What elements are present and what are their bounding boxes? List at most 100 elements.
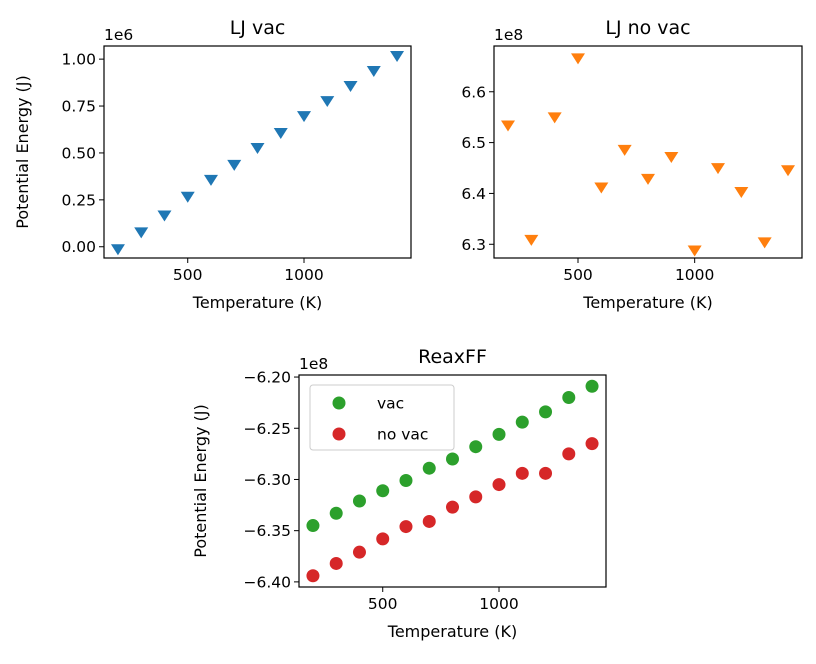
y-tick-label: 1.00 bbox=[61, 51, 96, 69]
x-tick-label: 1000 bbox=[675, 266, 714, 284]
y-axis-label: Potential Energy (J) bbox=[13, 75, 32, 228]
data-point bbox=[562, 447, 576, 461]
x-tick-label: 1000 bbox=[479, 595, 518, 613]
y-tick-label: −6.20 bbox=[244, 369, 292, 387]
data-point bbox=[329, 556, 343, 570]
data-point bbox=[687, 245, 702, 257]
y-tick-label: 6.3 bbox=[461, 236, 486, 254]
data-point bbox=[781, 165, 795, 177]
axis-offset-label: 1e8 bbox=[299, 355, 328, 373]
data-point bbox=[134, 227, 149, 239]
data-point bbox=[306, 569, 320, 583]
data-point bbox=[547, 112, 562, 124]
data-point bbox=[399, 473, 413, 487]
data-point bbox=[585, 437, 599, 451]
x-tick-label: 500 bbox=[563, 266, 593, 284]
legend-marker bbox=[332, 427, 346, 441]
axis-offset-label: 1e6 bbox=[104, 26, 133, 44]
plot-frame bbox=[493, 45, 803, 259]
chart-title: LJ no vac bbox=[605, 17, 690, 39]
data-point bbox=[617, 144, 632, 156]
x-axis-label: Temperature (K) bbox=[582, 293, 712, 312]
data-point bbox=[585, 379, 599, 393]
data-point bbox=[157, 210, 172, 222]
data-series-1 bbox=[110, 51, 405, 256]
data-point bbox=[641, 173, 655, 185]
data-point bbox=[180, 191, 195, 203]
data-point bbox=[469, 440, 483, 454]
data-point bbox=[343, 81, 358, 93]
y-tick-label: −6.40 bbox=[244, 573, 292, 591]
data-point bbox=[399, 520, 413, 534]
plot-frame bbox=[103, 45, 412, 259]
data-series-2 bbox=[306, 437, 599, 583]
y-tick-label: 0.00 bbox=[61, 238, 96, 256]
data-point bbox=[539, 466, 553, 480]
data-point bbox=[446, 500, 459, 514]
y-tick-label: 6.4 bbox=[461, 185, 486, 203]
data-point bbox=[492, 478, 506, 492]
legend-label: vac bbox=[377, 395, 404, 413]
x-tick-label: 500 bbox=[368, 595, 398, 613]
data-series-1 bbox=[501, 53, 795, 257]
data-point bbox=[376, 532, 390, 546]
data-point bbox=[320, 96, 335, 108]
data-point bbox=[446, 452, 459, 466]
data-point bbox=[594, 182, 609, 194]
y-tick-label: 0.25 bbox=[61, 191, 96, 209]
data-point bbox=[273, 127, 288, 139]
data-point bbox=[562, 391, 576, 405]
data-point bbox=[711, 163, 725, 175]
data-point bbox=[734, 187, 749, 199]
axis-offset-label: 1e8 bbox=[494, 26, 523, 44]
x-tick-label: 1000 bbox=[284, 266, 323, 284]
y-axis-label: Potential Energy (J) bbox=[191, 404, 210, 557]
y-tick-label: −6.30 bbox=[244, 471, 292, 489]
data-point bbox=[571, 53, 585, 65]
data-point bbox=[376, 484, 390, 498]
data-point bbox=[422, 461, 436, 475]
data-point bbox=[352, 545, 366, 559]
data-point bbox=[227, 159, 242, 171]
data-point bbox=[492, 427, 506, 441]
y-tick-label: 6.6 bbox=[461, 83, 486, 101]
data-point bbox=[515, 415, 529, 429]
y-tick-label: −6.25 bbox=[244, 420, 292, 438]
data-point bbox=[306, 519, 320, 533]
y-tick-label: 0.50 bbox=[61, 144, 96, 162]
data-point bbox=[524, 234, 539, 246]
chart-panel-3: ReaxFF 1e8 500 1000 −6.40 −6.35 −6.30 −6.25 −6.2… bbox=[191, 346, 607, 641]
x-tick-label: 500 bbox=[173, 266, 203, 284]
y-tick-label: −6.35 bbox=[244, 522, 292, 540]
data-point bbox=[757, 237, 772, 249]
data-point bbox=[297, 111, 312, 123]
y-tick-label: 0.75 bbox=[61, 98, 96, 116]
data-point bbox=[664, 151, 679, 163]
legend-label: no vac bbox=[377, 426, 428, 444]
legend-marker bbox=[332, 396, 346, 410]
data-point bbox=[501, 120, 515, 132]
data-point bbox=[366, 66, 381, 78]
chart-title: LJ vac bbox=[230, 17, 286, 39]
data-point bbox=[422, 514, 436, 528]
data-point bbox=[352, 494, 366, 508]
data-point bbox=[203, 174, 218, 186]
data-point bbox=[539, 405, 553, 419]
data-point bbox=[515, 466, 529, 480]
data-point bbox=[329, 506, 343, 520]
data-series-1 bbox=[306, 379, 599, 533]
legend-box bbox=[309, 384, 455, 451]
data-point bbox=[390, 51, 405, 63]
legend: vac no vac bbox=[309, 384, 455, 451]
x-axis-label: Temperature (K) bbox=[192, 293, 322, 312]
chart-title: ReaxFF bbox=[418, 346, 487, 368]
data-point bbox=[469, 490, 483, 504]
data-point bbox=[110, 244, 125, 256]
chart-panel-2: LJ no vac 1e8 500 1000 6.3 6.4 6.5 6.6 Temperatu… bbox=[461, 17, 803, 312]
y-tick-label: 6.5 bbox=[461, 134, 486, 152]
data-point bbox=[250, 142, 265, 154]
x-axis-label: Temperature (K) bbox=[387, 622, 517, 641]
chart-panel-1: LJ vac 1e6 500 1000 0.00 0.25 0.50 0.75 1.00 Temp… bbox=[13, 17, 412, 312]
plot-frame bbox=[298, 374, 607, 588]
